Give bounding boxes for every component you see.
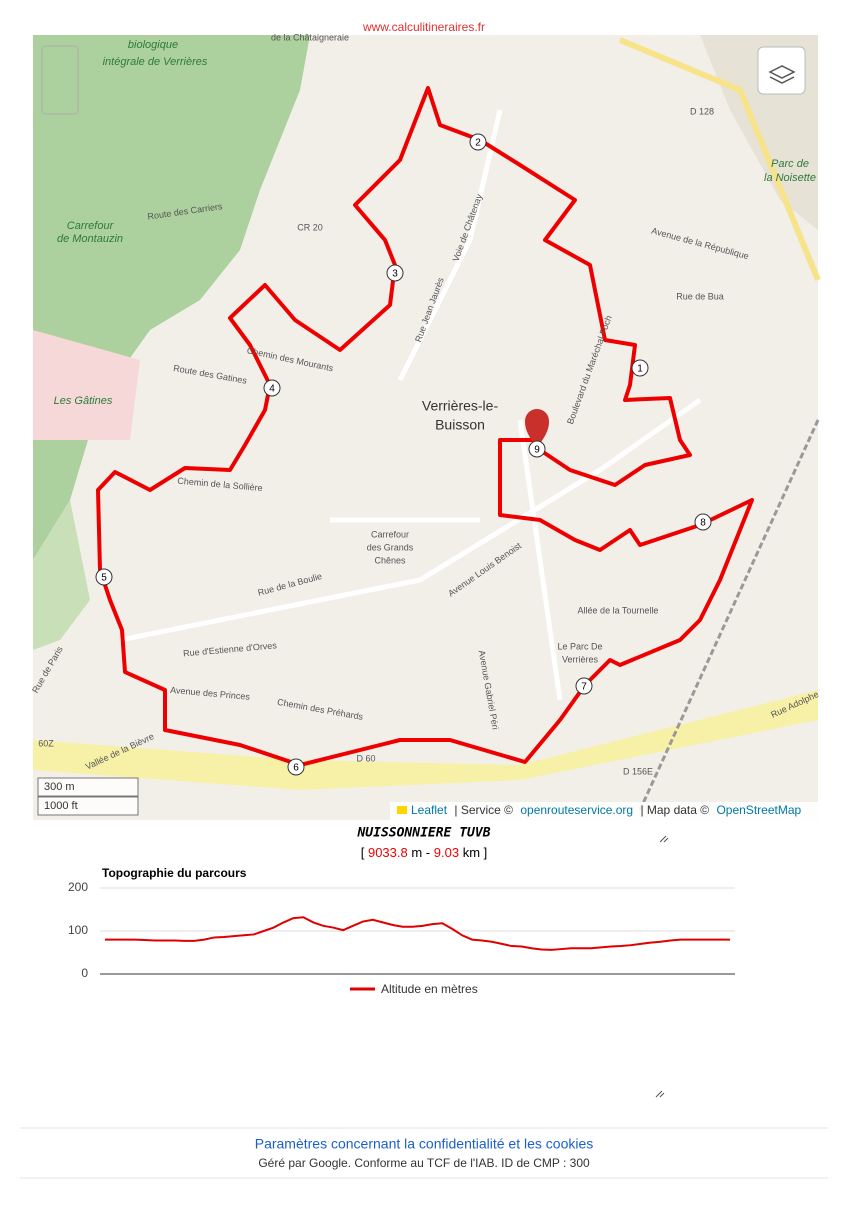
- map-label: Allée de la Tournelle: [578, 605, 659, 615]
- waypoint: [287, 758, 305, 776]
- layers-button[interactable]: [757, 46, 806, 95]
- map: 300 m 1000 ft Leaflet | Service © openro…: [30, 32, 821, 820]
- map-label: de Montauzin: [57, 233, 123, 245]
- text: m -: [411, 845, 430, 860]
- route-line: [96, 86, 754, 767]
- map-label: Chênes: [374, 555, 406, 565]
- map-label: Carrefour: [67, 220, 115, 232]
- map-label: intégrale de Verrières: [103, 56, 208, 68]
- value: 9.03: [434, 845, 459, 860]
- waypoint: [386, 264, 404, 282]
- waypoint: [469, 133, 487, 151]
- scale-box: [37, 796, 139, 816]
- waypoint-label: 4: [269, 384, 275, 395]
- map-label: D 156E: [623, 766, 653, 776]
- waypoint-label: 1: [637, 364, 643, 375]
- link[interactable]: openrouteservice.org: [520, 803, 633, 817]
- map-label: D 128: [690, 106, 714, 116]
- map-label: des Grands: [367, 542, 414, 552]
- text: | Map data ©: [640, 803, 709, 817]
- text: [: [361, 845, 365, 860]
- link[interactable]: Leaflet: [411, 803, 448, 817]
- value: 9033.8: [368, 845, 408, 860]
- map-label: la Noisette: [764, 172, 816, 184]
- text: | Service ©: [454, 803, 513, 817]
- chart-title: Topographie du parcours: [102, 866, 247, 880]
- attribution: Leaflet | Service © openrouteservice.org…: [411, 803, 801, 817]
- map-label: Le Parc De: [557, 641, 602, 651]
- zoom-control[interactable]: [41, 45, 79, 115]
- site-url: www.calculitineraires.fr: [362, 20, 485, 34]
- chart: 0 100 200 Altitude en mètres: [68, 880, 735, 996]
- attribution-bg: [390, 802, 818, 820]
- map-label: 60Z: [38, 738, 54, 748]
- waypoint: [263, 379, 281, 397]
- map-label: de la Châtaigneraie: [271, 32, 349, 42]
- y-tick-label: 0: [81, 966, 88, 980]
- map-label: Carrefour: [371, 529, 409, 539]
- cmp-note: Géré par Google. Conforme au TCF de l'IA…: [258, 1156, 590, 1170]
- start-marker[interactable]: [525, 409, 549, 447]
- map-label: Buisson: [435, 417, 485, 433]
- elevation-line: [105, 916, 730, 951]
- legend-label: Altitude en mètres: [381, 982, 478, 996]
- road-d60: [33, 690, 818, 790]
- waypoint: [694, 513, 712, 531]
- resize-handle[interactable]: [655, 835, 669, 1098]
- scale-box: [37, 777, 139, 797]
- waypoint-label: 7: [581, 682, 587, 693]
- scale-label: 1000 ft: [44, 800, 78, 812]
- y-tick-label: 200: [68, 880, 88, 894]
- area: [33, 330, 140, 440]
- flag: [397, 806, 407, 814]
- road-d128: [618, 37, 821, 282]
- route-distance: [ 9033.8 m - 9.03 km ]: [361, 845, 488, 860]
- map-label: biologique: [128, 39, 178, 51]
- forest: [33, 35, 310, 560]
- forest: [33, 500, 90, 650]
- scale-label: 300 m: [44, 781, 75, 793]
- map-label: CR 20: [297, 222, 323, 232]
- y-tick-label: 100: [68, 923, 88, 937]
- text: km ]: [463, 845, 488, 860]
- layers-icon: [768, 65, 796, 84]
- waypoint: [631, 359, 649, 377]
- map-label: Verrières-le-: [422, 398, 499, 414]
- link[interactable]: OpenStreetMap: [716, 803, 801, 817]
- roads: [119, 109, 702, 701]
- waypoint: [575, 677, 593, 695]
- waypoint-label: 3: [392, 269, 398, 280]
- map-label: Rue de Bua: [676, 291, 724, 301]
- map-label: D 60: [356, 753, 375, 763]
- waypoint-label: 6: [293, 763, 299, 774]
- waypoint-label: 2: [475, 138, 481, 149]
- waypoint: [528, 440, 546, 458]
- map-label: Verrières: [562, 654, 599, 664]
- map-label: Les Gâtines: [54, 395, 113, 407]
- route-name: NUISSONNIERE TUVB: [356, 826, 490, 841]
- waypoint: [95, 568, 113, 586]
- waypoint-label: 5: [101, 573, 107, 584]
- privacy-link[interactable]: Paramètres concernant la confidentialité…: [255, 1136, 594, 1152]
- waypoint-label: 9: [534, 445, 540, 456]
- map-label: Parc de: [771, 158, 809, 170]
- waypoint-label: 8: [700, 518, 706, 529]
